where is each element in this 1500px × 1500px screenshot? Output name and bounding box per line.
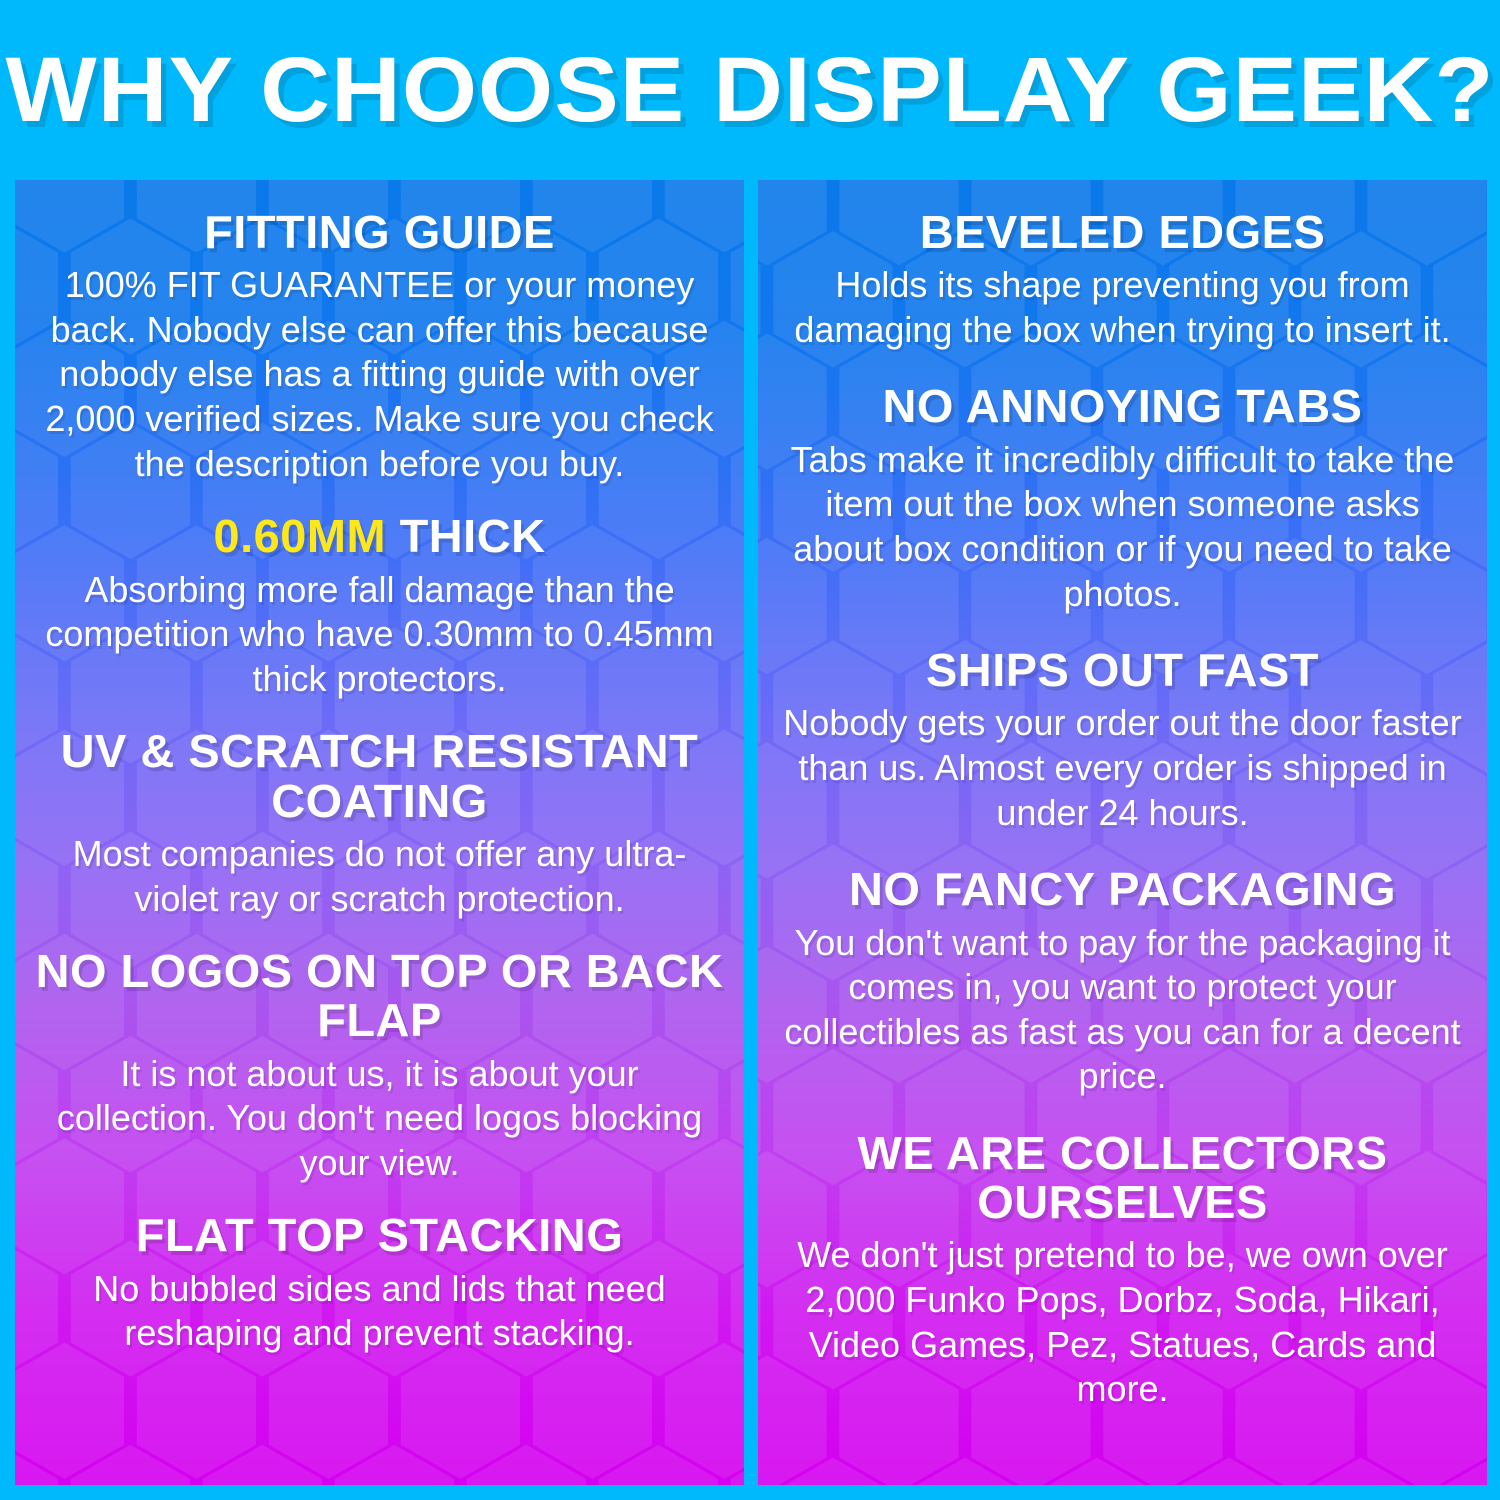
feature-no-fancy-packaging: NO FANCY PACKAGING You don't want to pay…	[780, 865, 1465, 1099]
feature-flat-top-stacking: FLAT TOP STACKING No bubbled sides and l…	[37, 1211, 722, 1355]
feature-body: Absorbing more fall damage than the comp…	[45, 568, 714, 699]
thickness-label: THICK	[386, 510, 546, 563]
feature-body: Tabs make it incredibly difficult to tak…	[790, 438, 1455, 614]
right-feature-panel: BEVELED EDGES Holds its shape preventing…	[758, 180, 1487, 1485]
feature-we-are-collectors: WE ARE COLLECTORS OURSELVES We don't jus…	[780, 1128, 1465, 1412]
feature-body: You don't want to pay for the packaging …	[784, 921, 1461, 1097]
feature-body: It is not about us, it is about your col…	[56, 1052, 703, 1183]
header-banner: WHY CHOOSE DISPLAY GEEK?	[0, 0, 1500, 180]
feature-title: BEVELED EDGES	[919, 206, 1326, 258]
feature-beveled-edges: BEVELED EDGES Holds its shape preventing…	[780, 207, 1465, 352]
feature-title: FLAT TOP STACKING	[135, 1209, 624, 1262]
feature-thickness: 0.60MM THICK Absorbing more fall damage …	[37, 512, 722, 701]
feature-body: No bubbled sides and lids that need resh…	[93, 1267, 666, 1354]
feature-body: 100% FIT GUARANTEE or your money back. N…	[45, 264, 714, 484]
feature-title: SHIPS OUT FAST	[926, 644, 1319, 697]
feature-uv-scratch-coating: UV & SCRATCH RESISTANT COATING Most comp…	[37, 727, 722, 921]
feature-title: FITTING GUIDE	[204, 206, 555, 258]
feature-title: NO LOGOS ON TOP OR BACK FLAP	[35, 945, 724, 1047]
feature-title: WE ARE COLLECTORS OURSELVES	[857, 1127, 1388, 1229]
feature-title: NO FANCY PACKAGING	[848, 863, 1397, 916]
feature-body: Most companies do not offer any ultra-vi…	[72, 832, 687, 919]
feature-no-logos: NO LOGOS ON TOP OR BACK FLAP It is not a…	[36, 946, 723, 1185]
feature-body: We don't just pretend to be, we own over…	[797, 1234, 1448, 1410]
feature-title: UV & SCRATCH RESISTANT COATING	[60, 725, 699, 827]
feature-title: NO ANNOYING TABS	[882, 380, 1363, 433]
feature-columns: FITTING GUIDE 100% FIT GUARANTEE or your…	[15, 180, 1488, 1485]
feature-title: 0.60MM THICK	[30, 512, 729, 561]
feature-body: Nobody gets your order out the door fast…	[783, 702, 1462, 833]
feature-ships-out-fast: SHIPS OUT FAST Nobody gets your order ou…	[780, 645, 1465, 835]
left-feature-panel: FITTING GUIDE 100% FIT GUARANTEE or your…	[15, 180, 744, 1485]
feature-fitting-guide: FITTING GUIDE 100% FIT GUARANTEE or your…	[37, 207, 722, 486]
feature-no-annoying-tabs: NO ANNOYING TABS Tabs make it incredibly…	[780, 382, 1465, 616]
thickness-value: 0.60MM	[213, 510, 387, 563]
feature-body: Holds its shape preventing you from dama…	[794, 264, 1451, 350]
page-title: WHY CHOOSE DISPLAY GEEK?	[5, 39, 1495, 141]
